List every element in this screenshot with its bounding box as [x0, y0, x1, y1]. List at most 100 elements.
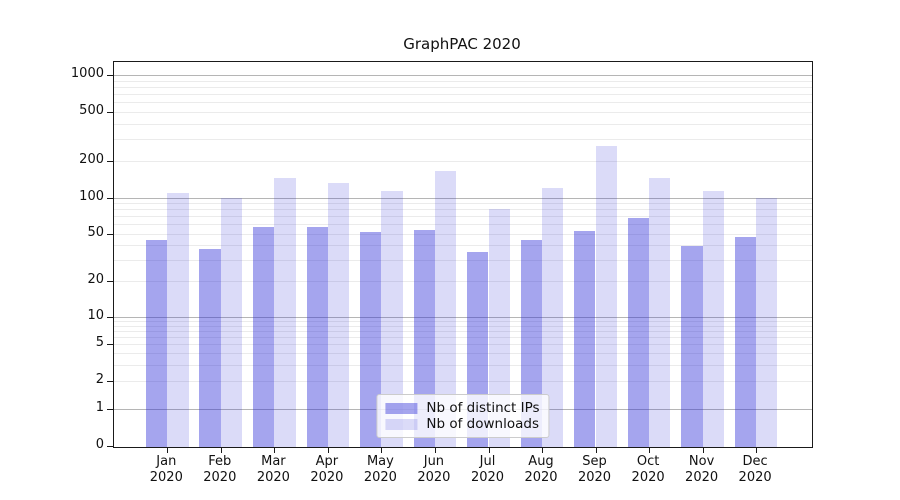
- legend-item-downloads: Nb of downloads: [385, 416, 539, 432]
- year-label: 2020: [417, 470, 451, 485]
- bar-ips-nov: [681, 246, 703, 447]
- bar-ips-feb: [199, 249, 221, 447]
- major-gridline: [114, 75, 812, 76]
- month-label: Nov: [688, 454, 715, 469]
- bar-downloads-aug: [542, 188, 564, 447]
- minor-gridline: [114, 331, 812, 332]
- month-label: Feb: [208, 454, 232, 469]
- minor-gridline: [114, 87, 812, 88]
- x-tick-label-feb: Feb 2020: [203, 454, 236, 486]
- month-label: Oct: [636, 454, 660, 469]
- bar-ips-sep: [574, 230, 596, 447]
- y-tick-label: 5: [95, 335, 104, 350]
- plot-area: Nb of distinct IPs Nb of downloads: [107, 61, 813, 453]
- minor-gridline: [114, 344, 812, 345]
- year-label: 2020: [256, 470, 290, 485]
- x-tick-label-jan: Jan 2020: [150, 454, 183, 486]
- year-label: 2020: [203, 470, 237, 485]
- minor-gridline: [114, 353, 812, 354]
- year-label: 2020: [310, 470, 344, 485]
- y-tick-mark: [107, 381, 113, 382]
- year-label: 2020: [631, 470, 665, 485]
- bar-ips-mar: [253, 226, 275, 447]
- month-label: Mar: [261, 454, 286, 469]
- month-label: Jul: [479, 454, 496, 469]
- x-tick-mark: [434, 448, 436, 453]
- legend-swatch-icon: [385, 418, 418, 430]
- minor-gridline: [114, 365, 812, 366]
- x-tick-label-apr: Apr 2020: [310, 454, 343, 486]
- y-tick-label: 50: [87, 225, 104, 240]
- x-tick-label-jul: Jul 2020: [471, 454, 504, 486]
- bar-ips-oct: [627, 218, 650, 447]
- minor-gridline: [114, 281, 812, 282]
- minor-gridline: [114, 209, 812, 210]
- year-label: 2020: [685, 470, 719, 485]
- month-label: Apr: [315, 454, 339, 469]
- minor-gridline: [114, 124, 812, 125]
- minor-gridline: [114, 326, 812, 327]
- x-tick-mark: [167, 448, 169, 453]
- x-tick-mark: [702, 448, 704, 453]
- major-gridline: [114, 198, 812, 199]
- x-tick-label-nov: Nov 2020: [685, 454, 718, 486]
- bar-downloads-jan: [167, 192, 189, 447]
- bar-downloads-sep: [595, 145, 617, 447]
- y-tick-label: 500: [79, 103, 104, 118]
- minor-gridline: [114, 216, 812, 217]
- y-tick-label: 20: [87, 272, 104, 287]
- year-label: 2020: [363, 470, 397, 485]
- x-tick-label-mar: Mar 2020: [257, 454, 290, 486]
- month-label: Jan: [156, 454, 177, 469]
- minor-gridline: [114, 224, 812, 225]
- year-label: 2020: [524, 470, 558, 485]
- x-tick-mark: [595, 448, 597, 453]
- y-tick-mark: [107, 446, 113, 447]
- minor-gridline: [114, 203, 812, 204]
- minor-gridline: [114, 81, 812, 82]
- bar-downloads-mar: [274, 177, 296, 447]
- month-label: Jun: [423, 454, 445, 469]
- year-label: 2020: [149, 470, 183, 485]
- x-tick-mark: [274, 448, 276, 453]
- bar-downloads-dec: [756, 197, 778, 447]
- month-label: May: [366, 454, 394, 469]
- chart-title: GraphPAC 2020: [403, 35, 521, 53]
- y-tick-mark: [107, 409, 113, 410]
- minor-gridline: [114, 102, 812, 103]
- x-tick-mark: [488, 448, 490, 453]
- x-tick-label-dec: Dec 2020: [739, 454, 772, 486]
- x-tick-label-jun: Jun 2020: [417, 454, 450, 486]
- bar-downloads-jun: [434, 171, 457, 447]
- y-tick-label: 100: [79, 189, 104, 204]
- x-tick-mark: [649, 448, 651, 453]
- y-tick-label: 0: [95, 437, 104, 452]
- x-tick-mark: [381, 448, 383, 453]
- y-tick-mark: [107, 75, 113, 76]
- minor-gridline: [114, 139, 812, 140]
- bar-ips-jan: [145, 240, 168, 447]
- legend-item-label: Nb of downloads: [426, 416, 539, 432]
- y-tick-mark: [107, 198, 113, 199]
- x-tick-mark: [220, 448, 222, 453]
- x-tick-label-sep: Sep 2020: [578, 454, 611, 486]
- bar-downloads-oct: [649, 177, 671, 447]
- legend-items: Nb of distinct IPs Nb of downloads: [385, 400, 540, 432]
- bar-ips-apr: [306, 226, 328, 447]
- x-tick-label-oct: Oct 2020: [632, 454, 665, 486]
- minor-gridline: [114, 337, 812, 338]
- x-tick-mark: [542, 448, 543, 453]
- minor-gridline: [114, 381, 812, 382]
- year-label: 2020: [577, 470, 612, 485]
- y-tick-mark: [107, 344, 113, 345]
- x-tick-label-may: May 2020: [364, 454, 397, 486]
- y-tick-mark: [107, 317, 113, 318]
- minor-gridline: [114, 161, 812, 162]
- year-label: 2020: [738, 470, 772, 485]
- x-tick-label-aug: Aug 2020: [524, 454, 557, 486]
- bar-downloads-nov: [702, 191, 724, 447]
- bar-ips-jun: [413, 229, 435, 447]
- major-gridline: [114, 317, 812, 318]
- y-tick-mark: [107, 234, 113, 235]
- y-tick-mark: [107, 161, 113, 162]
